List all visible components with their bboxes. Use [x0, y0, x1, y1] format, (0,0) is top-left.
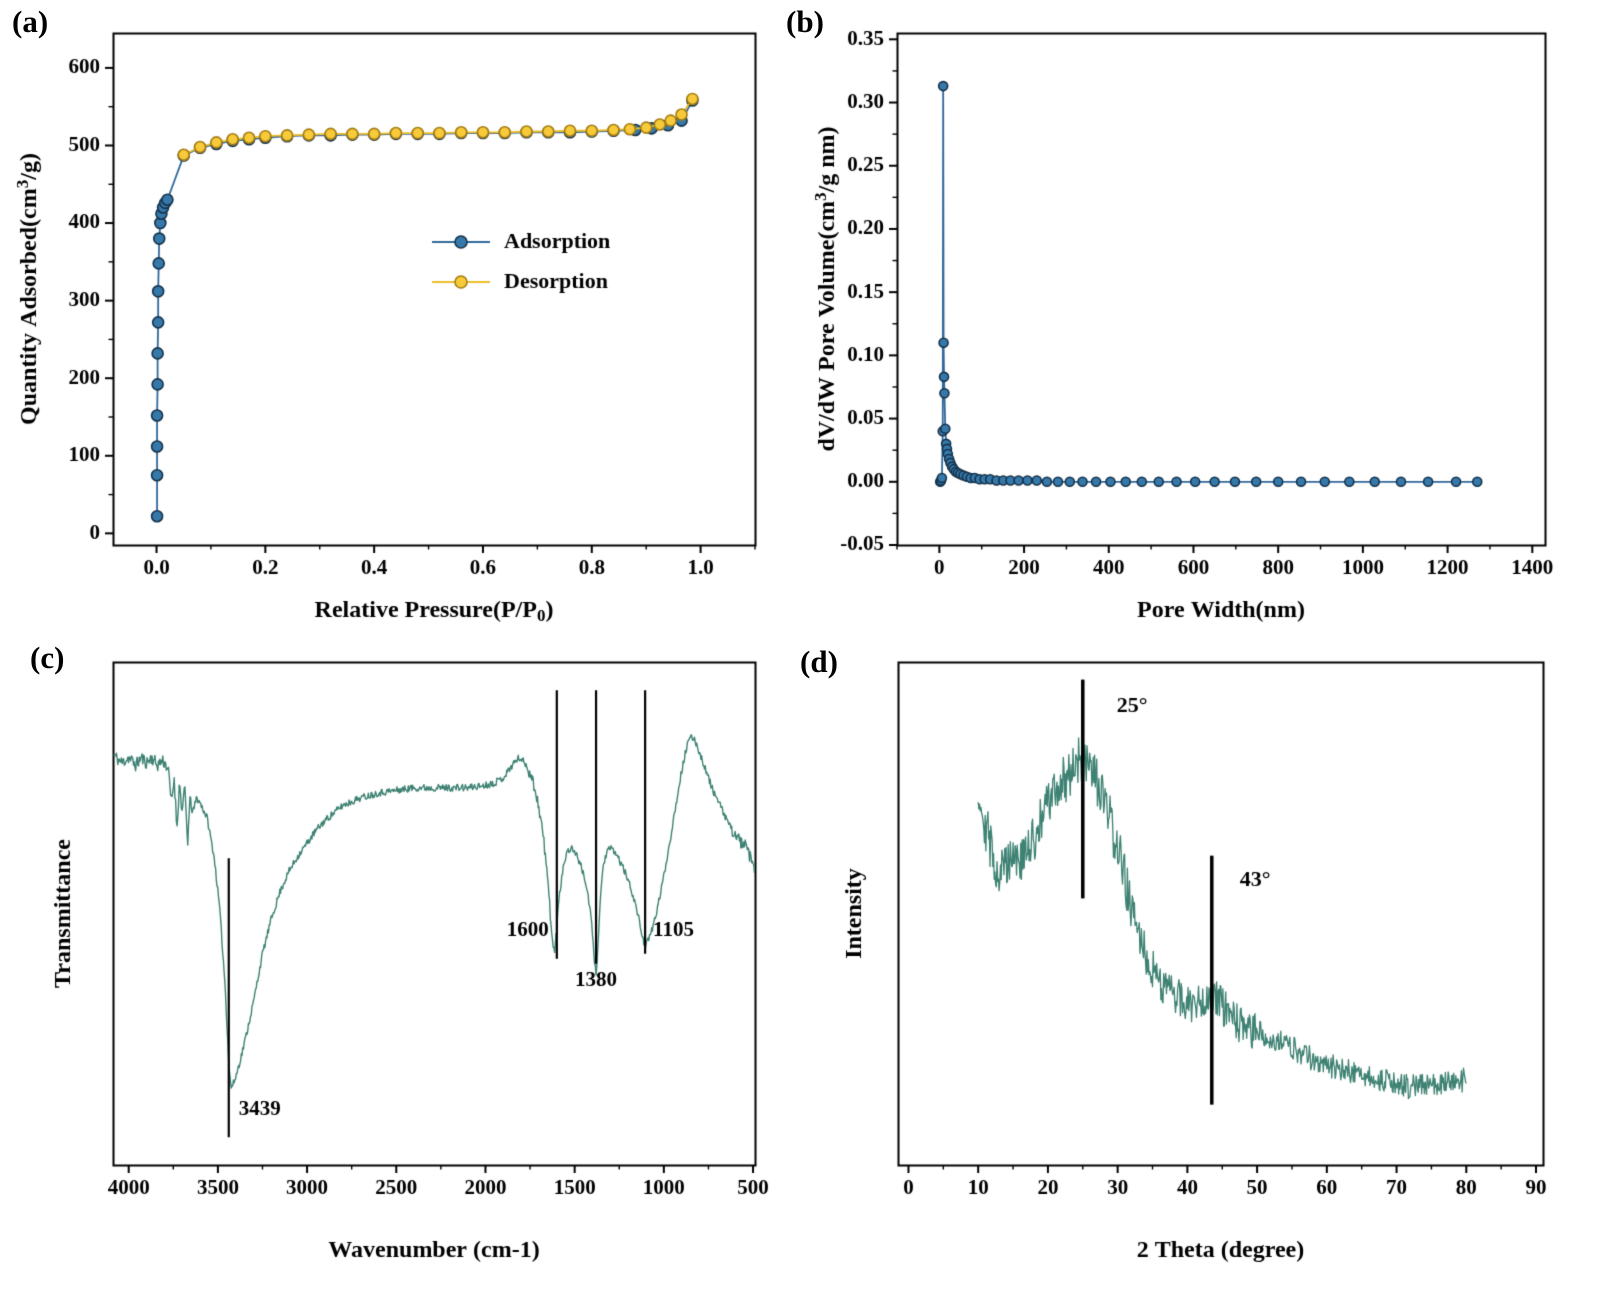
panel-c-ftir-chart [0, 647, 798, 1294]
panel-b [798, 0, 1597, 647]
panel-b-pore-volume-chart [798, 0, 1597, 647]
panel-a-isotherm-chart [0, 0, 798, 647]
panel-a [0, 0, 798, 647]
panel-c-letter-label: (c) [30, 640, 65, 675]
panel-d-xrd-chart [798, 647, 1597, 1294]
panel-a-letter-label: (a) [12, 4, 49, 39]
panel-b-letter-label: (b) [786, 4, 824, 39]
panel-c [0, 647, 798, 1294]
panel-d-letter-label: (d) [800, 644, 838, 679]
panel-d [798, 647, 1597, 1294]
